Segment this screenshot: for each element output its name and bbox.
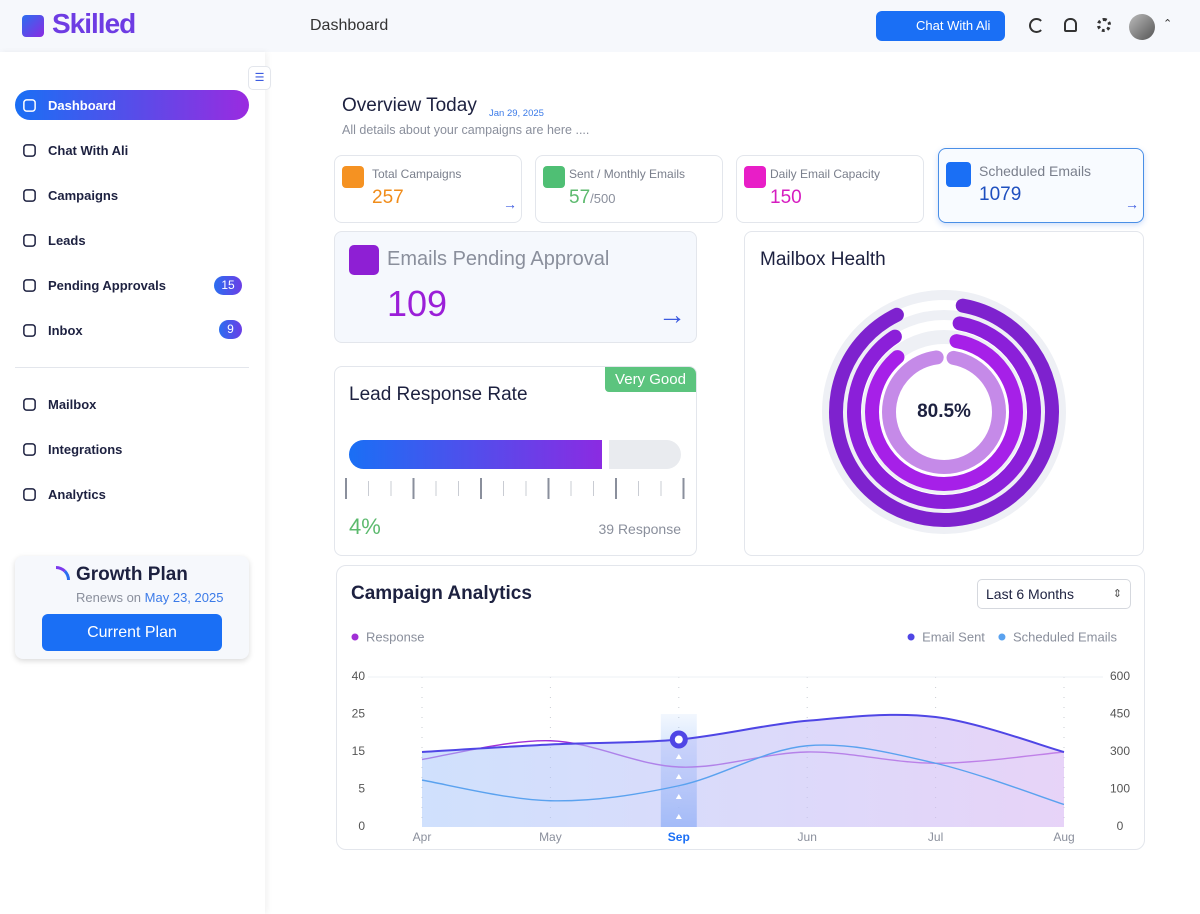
badge: 15 [214, 276, 242, 295]
overview-date: Jan 29, 2025 [489, 108, 544, 119]
nav-icon [23, 323, 36, 337]
nav-item[interactable]: Campaigns [22, 185, 118, 205]
stat-card[interactable] [736, 155, 924, 223]
nav-item[interactable]: Integrations [22, 439, 122, 459]
nav-label: Dashboard [48, 97, 116, 113]
nav-icon [23, 278, 36, 292]
stat-label: Sent / Monthly Emails [569, 167, 686, 181]
nav-label: Chat With Ali [48, 142, 129, 158]
pending-label: Emails Pending Approval [387, 248, 610, 270]
progress-fill [349, 440, 609, 469]
nav-icon [23, 442, 36, 456]
stat-icon [946, 162, 971, 187]
chat-button-label: Chat With Ali [916, 18, 991, 33]
nav-label: Pending Approvals [48, 277, 166, 293]
stat-total: /500 [590, 191, 616, 206]
nav-label: Campaigns [48, 187, 119, 203]
stat-card[interactable] [334, 155, 522, 223]
lead-rate: 4% [349, 514, 381, 539]
nav-label: Integrations [48, 441, 123, 457]
logo[interactable]: Skilled [52, 8, 136, 39]
stat-value-group: 57/500 [569, 187, 615, 209]
mailbox-title: Mailbox Health [760, 249, 886, 270]
nav-item[interactable]: Inbox [22, 320, 83, 340]
renews-date: May 23, 2025 [144, 590, 224, 605]
chat-button[interactable]: Chat With Ali [876, 11, 1005, 41]
nav-label: Leads [48, 232, 86, 248]
logo-icon [22, 15, 44, 37]
stat-card[interactable] [938, 148, 1144, 223]
chart-title: Campaign Analytics [351, 583, 532, 604]
theme-toggle[interactable] [1029, 18, 1044, 33]
progress-track [349, 440, 681, 469]
lead-title: Lead Response Rate [349, 384, 528, 405]
badge: 9 [219, 320, 242, 339]
nav-item[interactable]: Leads [22, 230, 86, 250]
plan-icon [56, 566, 70, 580]
nav-item[interactable]: Analytics [22, 484, 106, 504]
collapse-button[interactable]: ☰ [248, 66, 271, 90]
pending-card[interactable] [334, 231, 697, 343]
plan-button[interactable]: Current Plan [42, 614, 222, 651]
stat-value: 150 [770, 187, 802, 208]
stat-label: Total Campaigns [372, 167, 462, 181]
sidebar [0, 52, 265, 914]
nav-label: Inbox [48, 322, 83, 338]
page-title: Dashboard [310, 17, 389, 34]
stat-value: 1079 [979, 184, 1022, 205]
overview-subtitle: All details about your campaigns are her… [342, 123, 590, 137]
notifications[interactable] [1064, 18, 1077, 32]
pending-value: 109 [387, 283, 448, 324]
nav-item[interactable]: Chat With Ali [22, 140, 128, 160]
arrow[interactable]: → [503, 196, 517, 212]
arrow[interactable]: → [658, 299, 686, 330]
renews-label: Renews on [76, 590, 142, 605]
divider [15, 367, 249, 368]
nav-item[interactable]: Dashboard [22, 95, 116, 115]
stat-icon [342, 166, 364, 188]
nav-item[interactable]: Pending Approvals [22, 275, 166, 295]
plan-renews: Renews on May 23, 2025 [76, 590, 223, 605]
stat-card[interactable] [535, 155, 723, 223]
avatar[interactable] [1129, 14, 1155, 40]
period-select-label: Last 6 Months [986, 586, 1074, 602]
settings[interactable] [1097, 18, 1111, 32]
stat-label: Daily Email Capacity [770, 167, 881, 181]
period-select[interactable]: Last 6 Months ⇕ [977, 579, 1131, 609]
header [0, 0, 1200, 52]
nav-icon [23, 98, 36, 112]
account-menu[interactable]: ⌃ [1163, 18, 1173, 30]
nav-icon [23, 188, 36, 202]
active-nav-bg [15, 90, 249, 120]
arrow[interactable]: → [1125, 196, 1139, 212]
nav-icon [23, 143, 36, 157]
stat-value: 257 [372, 187, 404, 208]
nav-label: Mailbox [48, 396, 97, 412]
mailbox-card [744, 231, 1144, 556]
nav-icon [23, 397, 36, 411]
pending-icon [349, 245, 379, 275]
stat-icon [543, 166, 565, 188]
plan-title: Growth Plan [76, 564, 188, 585]
nav-icon [23, 233, 36, 247]
stat-icon [744, 166, 766, 188]
nav-icon [23, 487, 36, 501]
overview-title: Overview Today [342, 95, 477, 116]
lead-badge: Very Good [605, 367, 696, 392]
nav-item[interactable]: Mailbox [22, 394, 96, 414]
stat-value: 57 [569, 187, 591, 208]
nav-label: Analytics [48, 486, 106, 502]
lead-responses: 39 Response [598, 521, 681, 537]
stat-label: Scheduled Emails [979, 163, 1092, 179]
